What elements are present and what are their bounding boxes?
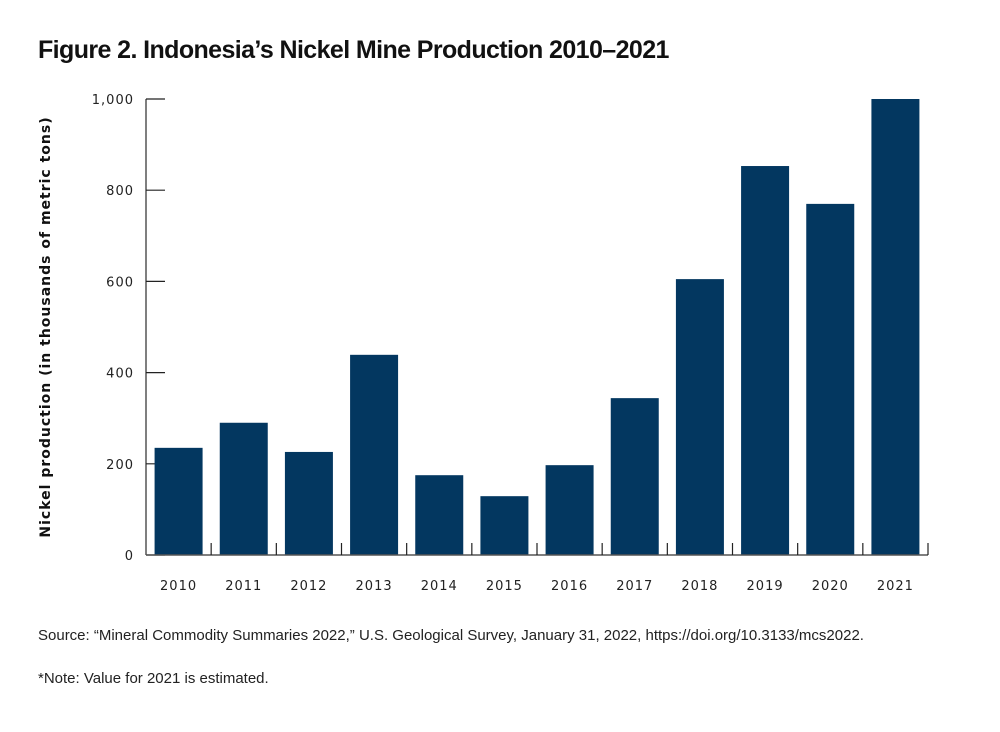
bar-2014: [415, 475, 464, 555]
x-tick-label: 2010: [160, 579, 197, 594]
x-tick-label: 2018: [681, 579, 718, 594]
y-tick-label: 600: [106, 275, 134, 290]
bar-2013: [350, 354, 399, 555]
bar-2021: [871, 99, 920, 555]
y-tick-label: 400: [106, 367, 134, 382]
y-axis-label: Nickel production (in thousands of metri…: [38, 116, 54, 537]
bar-2011: [219, 422, 268, 555]
y-axis: 0 200 400 600 800 1,000: [92, 93, 165, 564]
x-tick-label: 2011: [225, 579, 262, 594]
y-tick-label: 200: [106, 458, 134, 473]
x-axis: 2010 2011 2012 2013 2014 2015 2016 2017 2018 2019…: [146, 543, 929, 594]
x-tick-label: 2021: [877, 579, 914, 594]
estimate-note: *Note: Value for 2021 is estimated.: [38, 670, 269, 687]
x-tick-label: 2015: [486, 579, 523, 594]
y-tick-label: 1,000: [92, 93, 134, 108]
x-tick-label: 2020: [812, 579, 849, 594]
x-tick-label: 2013: [356, 579, 393, 594]
bar-chart: Nickel production (in thousands of metri…: [38, 93, 929, 594]
chart-title: Figure 2. Indonesia’s Nickel Mine Produc…: [38, 36, 669, 64]
x-tick-label: 2012: [290, 579, 327, 594]
bar-2010: [154, 447, 203, 555]
source-note: Source: “Mineral Commodity Summaries 202…: [38, 627, 864, 644]
bar-2020: [806, 203, 855, 555]
x-tick-label: 2017: [616, 579, 653, 594]
bar-2012: [284, 451, 333, 555]
bar-2015: [480, 496, 529, 555]
y-tick-label: 0: [125, 549, 134, 564]
bars: [154, 99, 920, 556]
x-tick-label: 2016: [551, 579, 588, 594]
bar-2018: [675, 279, 724, 555]
x-tick-label: 2014: [421, 579, 458, 594]
y-tick-label: 800: [106, 184, 134, 199]
bar-2017: [610, 398, 659, 555]
x-tick-label: 2019: [747, 579, 784, 594]
bar-2019: [741, 166, 790, 556]
bar-2016: [545, 465, 594, 555]
